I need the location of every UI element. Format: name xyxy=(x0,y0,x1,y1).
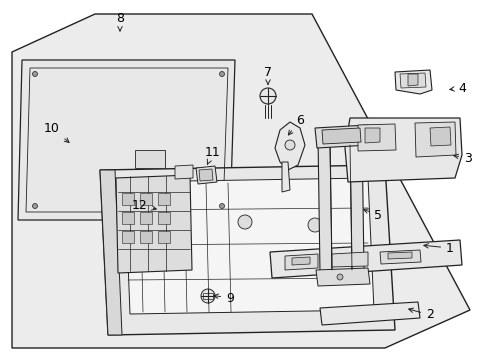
Polygon shape xyxy=(331,252,367,267)
Polygon shape xyxy=(116,175,192,273)
Circle shape xyxy=(219,72,224,77)
Polygon shape xyxy=(315,268,369,286)
Polygon shape xyxy=(379,250,420,264)
Polygon shape xyxy=(314,125,369,148)
Polygon shape xyxy=(100,170,122,335)
Circle shape xyxy=(32,203,38,208)
Polygon shape xyxy=(158,193,170,205)
Circle shape xyxy=(238,215,251,229)
Circle shape xyxy=(285,140,294,150)
Polygon shape xyxy=(12,14,469,348)
Polygon shape xyxy=(199,169,213,181)
Circle shape xyxy=(307,218,321,232)
Polygon shape xyxy=(349,132,363,271)
Polygon shape xyxy=(429,127,450,146)
Text: 9: 9 xyxy=(213,292,233,305)
Polygon shape xyxy=(135,150,164,168)
Polygon shape xyxy=(317,135,331,273)
Polygon shape xyxy=(122,193,134,205)
Polygon shape xyxy=(158,231,170,243)
Text: 8: 8 xyxy=(116,12,124,31)
Polygon shape xyxy=(394,70,431,94)
Polygon shape xyxy=(175,165,193,179)
Polygon shape xyxy=(357,124,395,151)
Polygon shape xyxy=(122,212,134,224)
Text: 2: 2 xyxy=(408,308,433,321)
Circle shape xyxy=(260,88,275,104)
Text: 10: 10 xyxy=(44,122,69,143)
Polygon shape xyxy=(100,165,394,335)
Text: 6: 6 xyxy=(288,113,304,135)
Text: 5: 5 xyxy=(363,208,381,221)
Text: 3: 3 xyxy=(453,152,471,165)
Polygon shape xyxy=(345,118,461,182)
Polygon shape xyxy=(18,60,235,220)
Circle shape xyxy=(219,203,224,208)
Polygon shape xyxy=(269,240,461,278)
Polygon shape xyxy=(387,252,411,259)
Circle shape xyxy=(32,72,38,77)
Polygon shape xyxy=(122,231,134,243)
Polygon shape xyxy=(140,193,152,205)
Circle shape xyxy=(201,289,215,303)
Text: 11: 11 xyxy=(204,145,221,164)
Polygon shape xyxy=(285,254,317,270)
Polygon shape xyxy=(196,166,217,184)
Polygon shape xyxy=(158,212,170,224)
Polygon shape xyxy=(291,257,309,265)
Polygon shape xyxy=(125,178,373,314)
Polygon shape xyxy=(399,73,425,88)
Polygon shape xyxy=(364,128,379,143)
Polygon shape xyxy=(407,74,417,86)
Text: 7: 7 xyxy=(264,66,271,84)
Text: 1: 1 xyxy=(423,242,453,255)
Polygon shape xyxy=(414,122,455,157)
Polygon shape xyxy=(274,122,305,170)
Circle shape xyxy=(336,274,342,280)
Polygon shape xyxy=(321,128,360,144)
Polygon shape xyxy=(140,231,152,243)
Polygon shape xyxy=(319,302,419,325)
Text: 12: 12 xyxy=(132,198,156,212)
Polygon shape xyxy=(140,212,152,224)
Polygon shape xyxy=(282,162,289,192)
Text: 4: 4 xyxy=(449,81,465,95)
